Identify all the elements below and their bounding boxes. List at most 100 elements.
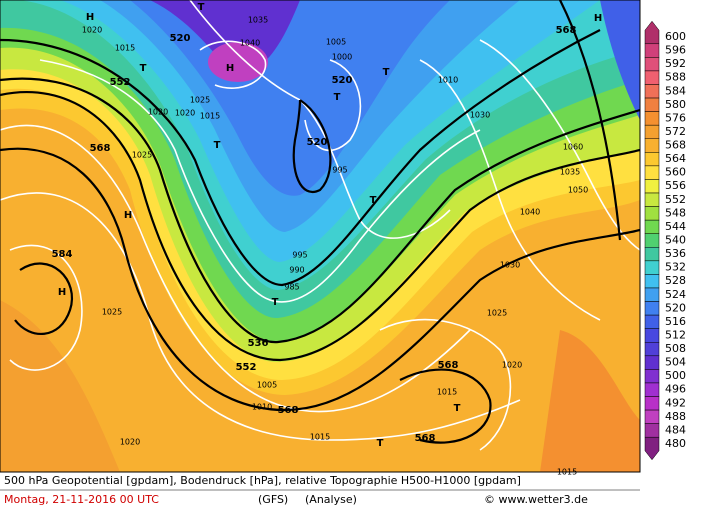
map-label: T — [272, 297, 279, 308]
legend-swatch — [644, 369, 660, 384]
legend-label: 600 — [665, 30, 686, 43]
pressure-label: 1015 — [115, 44, 135, 53]
legend-swatch — [644, 138, 660, 153]
pressure-label: 990 — [289, 266, 304, 275]
pressure-label: 1060 — [563, 143, 583, 152]
legend-label: 576 — [665, 111, 686, 124]
map-fill — [0, 300, 120, 472]
legend-label: 532 — [665, 261, 686, 274]
legend-swatch — [644, 43, 660, 58]
legend-swatch — [644, 423, 660, 438]
pressure-label: 1035 — [248, 16, 268, 25]
footer-run: (Analyse) — [305, 493, 357, 506]
pressure-label: 1000 — [332, 53, 352, 62]
legend-label: 536 — [665, 247, 686, 260]
legend-label: 540 — [665, 234, 686, 247]
map-label: 568 — [415, 433, 436, 444]
map-label: T — [454, 403, 461, 414]
legend-label: 520 — [665, 301, 686, 314]
legend-swatch — [644, 152, 660, 167]
pressure-label: 1040 — [520, 208, 540, 217]
legend-swatch — [644, 287, 660, 302]
legend-label: 564 — [665, 152, 686, 165]
pressure-label: 1015 — [310, 433, 330, 442]
legend-swatch — [644, 342, 660, 357]
legend-swatch — [644, 382, 660, 397]
legend-swatch — [644, 124, 660, 140]
footer-model: (GFS) — [258, 493, 288, 506]
map-fill — [130, 0, 450, 196]
legend-swatch — [644, 247, 660, 262]
map-label: H — [124, 210, 132, 221]
legend-label: 592 — [665, 57, 686, 70]
legend-swatch — [644, 274, 660, 289]
legend-swatch — [644, 301, 660, 316]
pressure-label: 1020 — [120, 438, 140, 447]
map-label: 568 — [90, 143, 111, 154]
footer-title: 500 hPa Geopotential [gpdam], Bodendruck… — [4, 474, 521, 487]
legend-swatch — [644, 409, 660, 424]
legend-label: 488 — [665, 410, 686, 423]
map-label: T — [140, 63, 147, 74]
pressure-label: 1015 — [437, 388, 457, 397]
pressure-label: 1050 — [568, 186, 588, 195]
legend-label: 544 — [665, 220, 686, 233]
legend-label: 580 — [665, 98, 686, 111]
map-label: 520 — [332, 75, 353, 86]
legend-swatch — [644, 179, 660, 194]
pressure-label: 995 — [292, 251, 307, 260]
pressure-label: 1025 — [132, 151, 152, 160]
map-fill — [540, 330, 640, 472]
legend-swatch — [644, 192, 660, 207]
map-label: H — [58, 287, 66, 298]
pressure-label: 1030 — [470, 111, 490, 120]
legend-label: 492 — [665, 396, 686, 409]
legend-label: 596 — [665, 44, 686, 57]
legend-swatch — [644, 436, 660, 461]
map-fill — [600, 0, 640, 120]
legend-swatch — [644, 165, 660, 180]
pressure-label: 1005 — [257, 381, 277, 390]
legend-label: 512 — [665, 328, 686, 341]
legend-label: 552 — [665, 193, 686, 206]
legend-swatch — [644, 84, 660, 99]
map-label: 552 — [110, 77, 131, 88]
legend-swatch — [644, 206, 660, 221]
legend-label: 528 — [665, 274, 686, 287]
pressure-label: 1005 — [326, 38, 346, 47]
map-label: T — [214, 140, 221, 151]
pressure-label: 985 — [284, 283, 299, 292]
footer-date: Montag, 21-11-2016 00 UTC — [4, 493, 159, 506]
map-label: 520 — [170, 33, 191, 44]
legend-label: 524 — [665, 288, 686, 301]
pressure-label: 1025 — [487, 309, 507, 318]
legend-label: 568 — [665, 139, 686, 152]
map-label: 536 — [248, 338, 269, 349]
map-label: T — [377, 438, 384, 449]
legend-label: 484 — [665, 423, 686, 436]
legend-swatch — [644, 328, 660, 343]
pressure-label: 1020 — [175, 109, 195, 118]
legend-label: 516 — [665, 315, 686, 328]
legend-swatch — [644, 219, 660, 234]
legend-label: 548 — [665, 206, 686, 219]
pressure-label: 1010 — [252, 403, 272, 412]
legend-swatch — [644, 396, 660, 411]
map-label: T — [370, 195, 377, 206]
map-label: 552 — [236, 362, 257, 373]
legend-swatch — [644, 97, 660, 112]
pressure-label: 1030 — [500, 261, 520, 270]
map-label: T — [383, 67, 390, 78]
legend-swatch — [644, 314, 660, 329]
legend-label: 480 — [665, 437, 686, 450]
map — [0, 0, 640, 472]
pressure-label: 1015 — [200, 112, 220, 121]
legend-label: 500 — [665, 369, 686, 382]
pressure-label: 1015 — [557, 468, 577, 477]
pressure-label: 1025 — [102, 308, 122, 317]
legend-label: 556 — [665, 179, 686, 192]
map-label: 568 — [438, 360, 459, 371]
legend-swatch — [644, 111, 660, 126]
pressure-label: 1035 — [560, 168, 580, 177]
